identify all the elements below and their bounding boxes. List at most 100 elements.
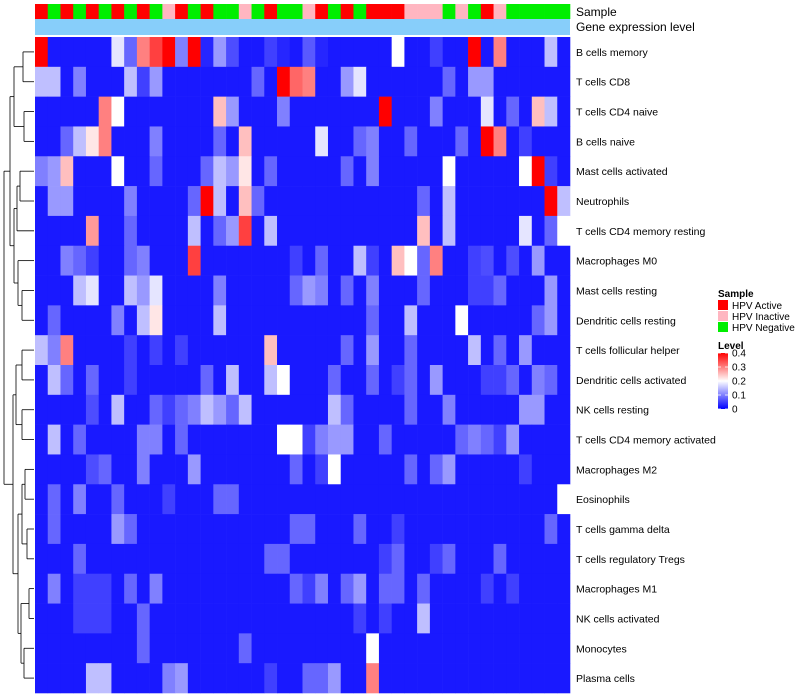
heatmap-cell	[98, 424, 112, 455]
heatmap-cell	[35, 573, 49, 604]
heatmap-cell	[264, 275, 278, 306]
heatmap-cell	[226, 215, 240, 247]
heatmap-cell	[531, 514, 545, 545]
heatmap-cell	[327, 573, 342, 604]
heatmap-cell	[73, 37, 87, 68]
heatmap-cell	[557, 633, 571, 664]
heatmap-cell	[404, 245, 418, 276]
heatmap-cell	[404, 126, 418, 157]
heatmap-cell	[302, 484, 316, 515]
heatmap-cell	[544, 215, 558, 247]
heatmap-cell	[200, 245, 214, 276]
heatmap-cell	[136, 633, 150, 664]
heatmap-cell	[213, 514, 227, 545]
heatmap-cell	[480, 394, 494, 425]
heatmap-cell	[391, 245, 405, 276]
heatmap-cell	[162, 66, 176, 97]
heatmap-cell	[429, 484, 443, 515]
heatmap-cell	[111, 603, 125, 634]
heatmap-cell	[238, 394, 252, 425]
heatmap-cell	[506, 126, 520, 157]
heatmap-cell	[391, 186, 405, 217]
heatmap-cell	[35, 126, 49, 157]
sample-annotation-cell	[429, 4, 443, 19]
heatmap-cell	[73, 186, 87, 217]
heatmap-cell	[47, 335, 61, 366]
heatmap-cell	[366, 305, 380, 336]
heatmap-cell	[366, 156, 380, 187]
heatmap-cell	[73, 514, 87, 545]
heatmap-cell	[455, 186, 469, 217]
heatmap-cell	[124, 275, 138, 306]
heatmap-cell	[136, 37, 150, 68]
heatmap-cell	[264, 96, 278, 127]
heatmap-cell	[480, 156, 494, 187]
heatmap-cell	[85, 484, 99, 515]
heatmap-cell	[47, 484, 61, 515]
heatmap-cell	[200, 663, 214, 694]
heatmap-cell	[213, 305, 227, 336]
heatmap-cell	[264, 514, 278, 545]
heatmap-cell	[175, 335, 189, 366]
heatmap-cell	[353, 663, 367, 694]
heatmap-cell	[289, 603, 303, 634]
sample-annotation-cell	[187, 4, 201, 19]
heatmap-cell	[455, 66, 469, 97]
heatmap-cell	[47, 186, 61, 217]
heatmap-cell	[162, 275, 176, 306]
heatmap-cell	[531, 66, 545, 97]
heatmap-cell	[149, 335, 163, 366]
heatmap-cell	[417, 275, 431, 306]
gene-expression-annotation-cell	[35, 19, 570, 35]
legend-label-hpv-negative: HPV Negative	[732, 323, 795, 334]
heatmap-cell	[493, 96, 507, 127]
heatmap-cell	[98, 365, 112, 396]
heatmap-cell	[124, 37, 138, 68]
heatmap-cell	[480, 66, 494, 97]
heatmap-cell	[404, 37, 418, 68]
heatmap-cell	[98, 126, 112, 157]
heatmap-cell	[175, 275, 189, 306]
heatmap-cell	[353, 454, 367, 485]
heatmap-cell	[315, 394, 329, 425]
row-dendrogram	[3, 51, 34, 679]
heatmap-cell	[98, 633, 112, 664]
heatmap-cell	[519, 186, 533, 217]
heatmap-cell	[417, 215, 431, 247]
heatmap-cell	[60, 394, 74, 425]
heatmap-cell	[149, 543, 163, 575]
heatmap-cell	[404, 454, 418, 485]
heatmap-cell	[277, 186, 291, 217]
heatmap-cell	[111, 335, 125, 366]
heatmap-cell	[468, 215, 482, 247]
heatmap-cell	[111, 156, 125, 187]
heatmap-cell	[429, 514, 443, 545]
sample-legend-title: Sample	[718, 289, 754, 300]
heatmap-cell	[238, 126, 252, 157]
heatmap-cell	[366, 394, 380, 425]
heatmap-cell	[251, 365, 265, 396]
heatmap-cell	[47, 275, 61, 306]
heatmap-cell	[353, 215, 367, 247]
heatmap-cell	[391, 66, 405, 97]
heatmap-cell	[213, 96, 227, 127]
gene-expression-annotation-bar	[35, 19, 570, 35]
heatmap-cell	[289, 424, 303, 455]
heatmap-cell	[468, 394, 482, 425]
heatmap-cell	[315, 275, 329, 306]
heatmap-cell	[455, 126, 469, 157]
heatmap-cell	[315, 335, 329, 366]
heatmap-cell	[531, 96, 545, 127]
heatmap-cell	[162, 245, 176, 276]
heatmap-cell	[111, 454, 125, 485]
heatmap-cell	[468, 186, 482, 217]
heatmap-cell	[340, 573, 354, 604]
heatmap-cell	[378, 543, 392, 575]
heatmap-cell	[175, 424, 189, 455]
row-label: T cells CD4 memory resting	[576, 226, 705, 238]
row-labels: B cells memory T cells CD8 T cells CD4 nai…	[576, 47, 716, 685]
heatmap-cell	[136, 543, 150, 575]
heatmap-cell	[493, 514, 507, 545]
heatmap-cell	[289, 514, 303, 545]
heatmap-cell	[442, 365, 456, 396]
